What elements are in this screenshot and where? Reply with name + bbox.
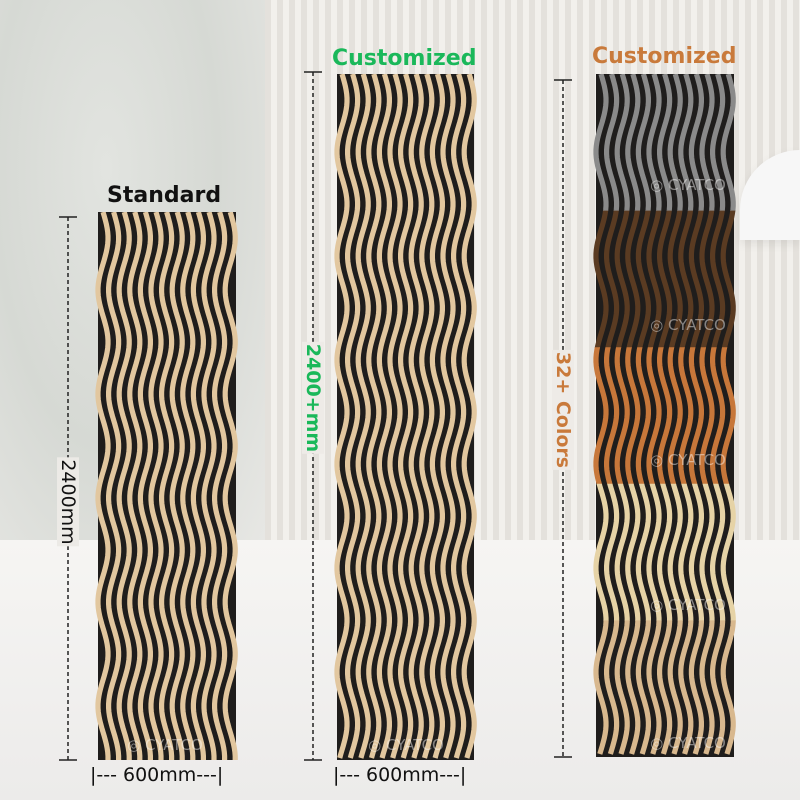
slat	[190, 212, 206, 760]
watermark-logo: ◎ CYATCO	[127, 736, 203, 754]
slat	[699, 74, 715, 212]
slat	[699, 347, 715, 485]
slat	[604, 74, 620, 212]
watermark-logo: ◎ CYATCO	[368, 736, 444, 754]
slat	[593, 74, 609, 212]
panel-customized-colors-color-band	[593, 620, 736, 755]
slat	[201, 212, 217, 760]
slat	[95, 212, 111, 760]
slat	[376, 74, 392, 759]
slat	[408, 74, 424, 759]
slat	[635, 620, 651, 755]
panel-customized-colors-color-band	[593, 347, 736, 485]
slat	[657, 74, 673, 212]
width-label-customized: |--- 600mm---|	[333, 764, 467, 786]
slat	[387, 74, 403, 759]
slat	[222, 212, 238, 760]
slat	[625, 347, 641, 485]
slat	[699, 620, 715, 755]
slat	[625, 620, 641, 755]
slat	[180, 212, 196, 760]
slat	[688, 74, 704, 212]
slat	[646, 347, 662, 485]
width-label-standard: |--- 600mm---|	[90, 764, 224, 786]
slat	[429, 74, 445, 759]
watermark-logo: ◎ CYATCO	[650, 316, 726, 334]
watermark-logo: ◎ CYATCO	[650, 451, 726, 469]
watermark-logo: ◎ CYATCO	[650, 734, 726, 752]
slat	[720, 620, 736, 755]
color-count-label: 32+ Colors	[552, 349, 574, 471]
height-label-standard: 2400mm	[57, 457, 79, 547]
slat	[635, 74, 651, 212]
panel-customized-length	[334, 74, 477, 760]
slat	[710, 620, 726, 755]
heading-customized-colors: Customized	[592, 44, 737, 69]
slat	[646, 620, 662, 755]
slat	[720, 347, 736, 485]
slat	[148, 212, 164, 760]
slat	[137, 212, 153, 760]
slat	[667, 74, 683, 212]
panel-standard-color-band	[95, 212, 238, 760]
slat	[106, 212, 122, 760]
slat	[212, 212, 228, 760]
height-label-customized: 2400+mm	[302, 341, 324, 455]
slat	[593, 347, 609, 485]
slat	[657, 347, 673, 485]
panel-customized-length-color-band	[334, 74, 477, 759]
slat	[461, 74, 477, 759]
panel-customized-colors-color-band	[593, 74, 736, 212]
slat	[127, 212, 143, 760]
slat	[635, 347, 651, 485]
watermark-logo: ◎ CYATCO	[650, 596, 726, 614]
slat	[614, 620, 630, 755]
panel-customized-colors	[593, 74, 736, 757]
heading-customized-length: Customized	[332, 46, 477, 71]
slat	[625, 74, 641, 212]
slat	[440, 74, 456, 759]
slat	[398, 74, 414, 759]
slat	[667, 347, 683, 485]
slat	[604, 347, 620, 485]
slat	[614, 347, 630, 485]
slat	[710, 347, 726, 485]
slat	[678, 620, 694, 755]
watermark-logo: ◎ CYATCO	[650, 176, 726, 194]
slat	[366, 74, 382, 759]
slat	[334, 74, 350, 759]
slat	[355, 74, 371, 759]
slat	[604, 620, 620, 755]
slat	[678, 347, 694, 485]
slat	[116, 212, 132, 760]
slat	[710, 74, 726, 212]
slat	[720, 74, 736, 212]
slat	[593, 620, 609, 755]
slat	[667, 620, 683, 755]
slat	[614, 74, 630, 212]
slat	[451, 74, 467, 759]
slat	[159, 212, 175, 760]
slat	[169, 212, 185, 760]
slat	[345, 74, 361, 759]
heading-standard: Standard	[107, 183, 222, 208]
slat	[688, 347, 704, 485]
slat	[678, 74, 694, 212]
slat	[688, 620, 704, 755]
slat	[657, 620, 673, 755]
panel-standard	[95, 212, 238, 760]
slat	[419, 74, 435, 759]
watermarks: ◎ CYATCO ◎ CYATCO ◎ CYATCO ◎ CYATCO ◎ CYATCO…	[127, 176, 726, 754]
slat	[646, 74, 662, 212]
